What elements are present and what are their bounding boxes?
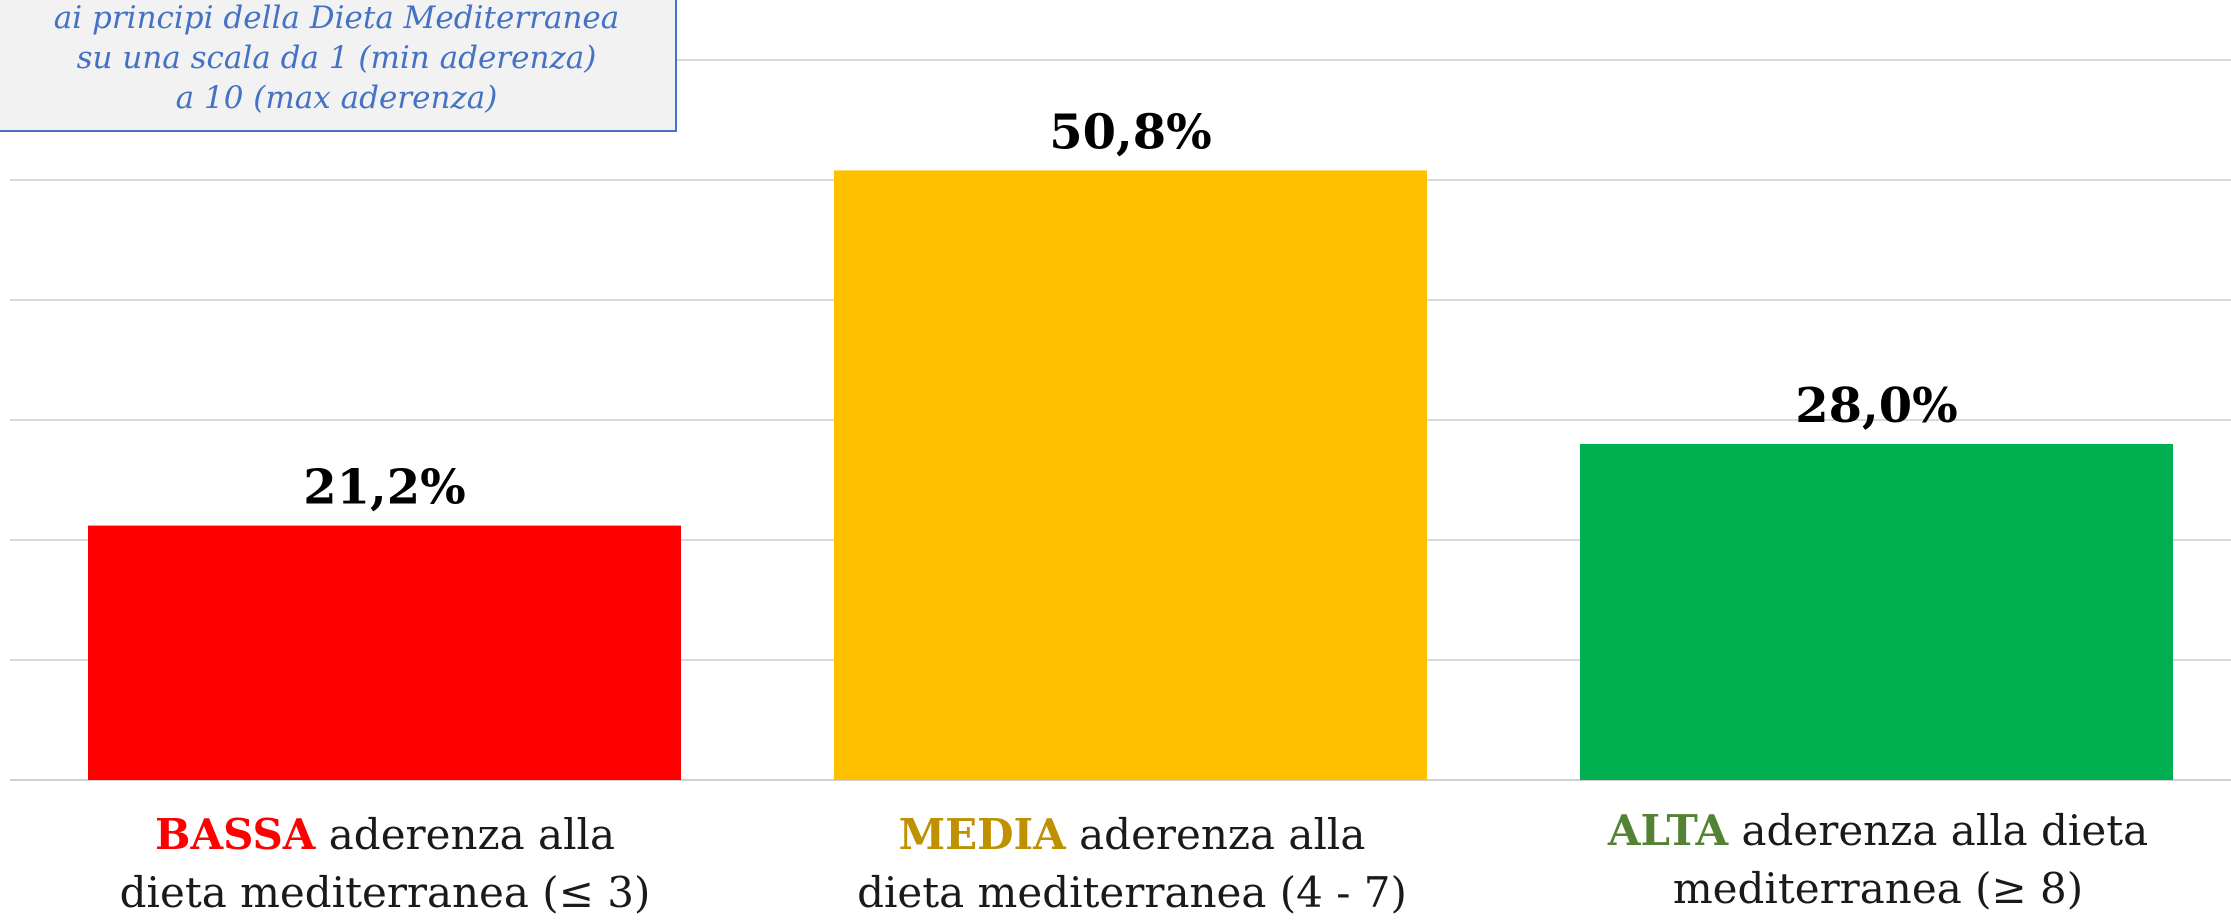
category-text: aderenza alla [1079, 810, 1366, 859]
bar-bassa [88, 525, 681, 780]
category-highlight: MEDIA [898, 810, 1066, 859]
category-text: aderenza alla [328, 810, 615, 859]
value-label-bassa: 21,2% [303, 460, 466, 516]
category-label-bassa: BASSA aderenza alla dieta mediterranea (… [45, 806, 725, 922]
bars [88, 170, 2173, 780]
category-text-line2: dieta mediterranea (4 - 7) [857, 868, 1407, 917]
category-label-media: MEDIA aderenza alla dieta mediterranea (… [792, 806, 1472, 922]
category-highlight: BASSA [154, 810, 316, 859]
note-line-3: a 10 (max aderenza) [175, 80, 498, 116]
value-label-alta: 28,0% [1795, 378, 1958, 434]
note-line-1: ai principi della Dieta Mediterranea [53, 0, 620, 36]
value-labels: 21,2% 50,8% 28,0% [303, 104, 1958, 515]
bar-media [834, 170, 1427, 780]
category-highlight: ALTA [1607, 806, 1729, 855]
category-text: aderenza alla dieta [1741, 806, 2149, 855]
note-line-2: su una scala da 1 (min aderenza) [76, 40, 597, 76]
category-text-line2: dieta mediterranea (≤ 3) [119, 868, 651, 917]
category-text-line2: mediterranea (≥ 8) [1672, 864, 2084, 913]
bar-alta [1580, 444, 2173, 780]
value-label-media: 50,8% [1049, 104, 1212, 160]
scale-note-box: ai principi della Dieta Mediterranea su … [0, 0, 677, 132]
category-label-alta: ALTA aderenza alla dieta mediterranea (≥… [1538, 802, 2218, 918]
